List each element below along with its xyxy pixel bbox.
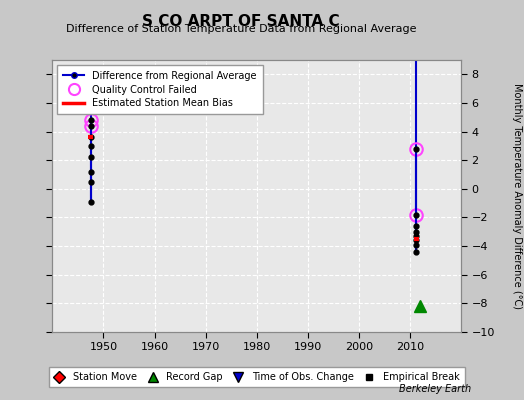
Text: Difference of Station Temperature Data from Regional Average: Difference of Station Temperature Data f… (66, 24, 416, 34)
Legend: Station Move, Record Gap, Time of Obs. Change, Empirical Break: Station Move, Record Gap, Time of Obs. C… (49, 367, 465, 387)
Y-axis label: Monthly Temperature Anomaly Difference (°C): Monthly Temperature Anomaly Difference (… (511, 83, 521, 309)
Text: S CO ARPT OF SANTA C: S CO ARPT OF SANTA C (142, 14, 340, 29)
Text: Berkeley Earth: Berkeley Earth (399, 384, 472, 394)
